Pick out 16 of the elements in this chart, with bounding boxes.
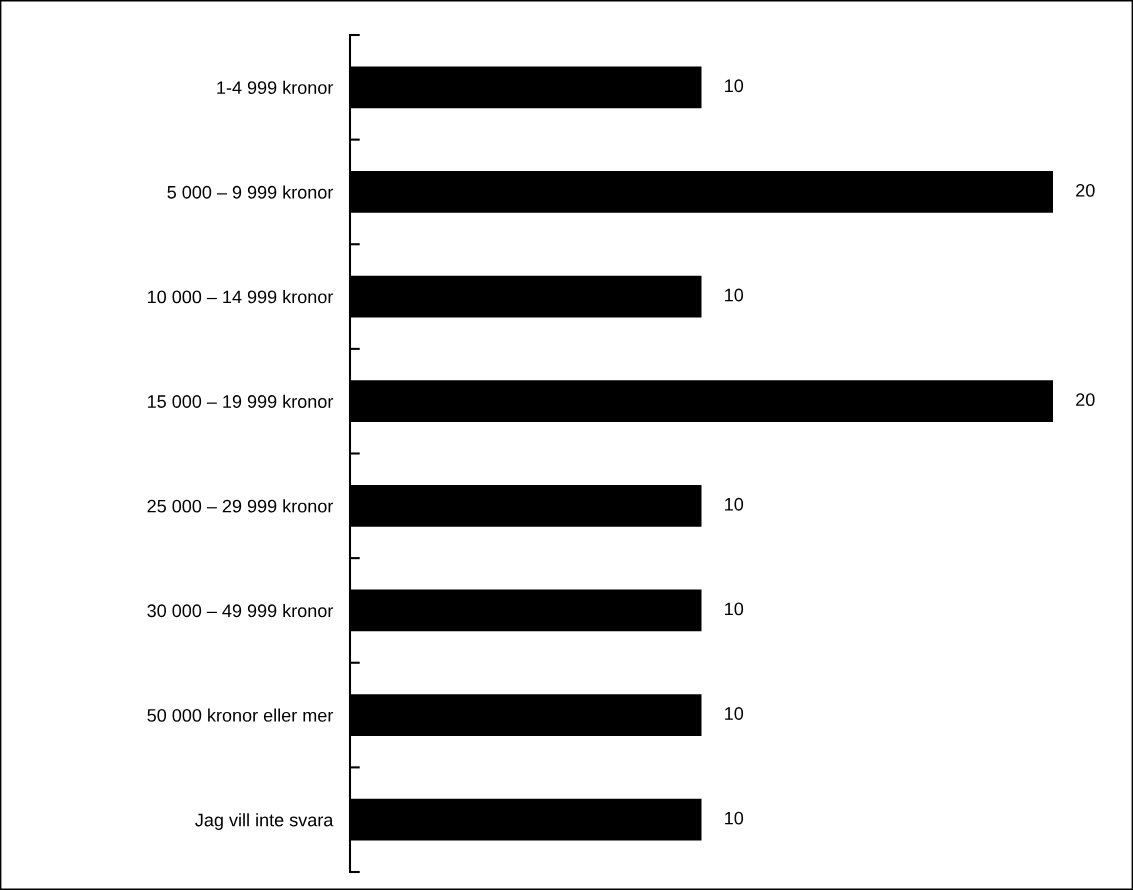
data-label: 10 — [725, 497, 744, 511]
y-tick-label: 30 000 – 49 999 kronor — [147, 603, 334, 618]
data-label: 10 — [725, 288, 744, 302]
data-label: 10 — [725, 602, 744, 616]
data-label: 20 — [1076, 184, 1095, 197]
data-label: 10 — [725, 811, 744, 825]
y-tick-label: 25 000 – 29 999 kronor — [147, 499, 334, 513]
y-tick-label: 5 000 – 9 999 kronor — [167, 185, 334, 199]
y-tick-label: 15 000 – 19 999 kronor — [148, 394, 334, 408]
data-label: 10 — [725, 707, 744, 720]
data-label: 20 — [1076, 393, 1095, 407]
y-tick-label: 10 000 – 14 999 kronor — [148, 290, 334, 304]
y-tick-label: 1-4 999 kronor — [217, 80, 334, 95]
y-tick-label: 50 000 kronor eller mer — [147, 708, 334, 722]
y-tick-label: Jag vill inte svara — [195, 813, 334, 830]
data-label: 10 — [725, 79, 744, 93]
